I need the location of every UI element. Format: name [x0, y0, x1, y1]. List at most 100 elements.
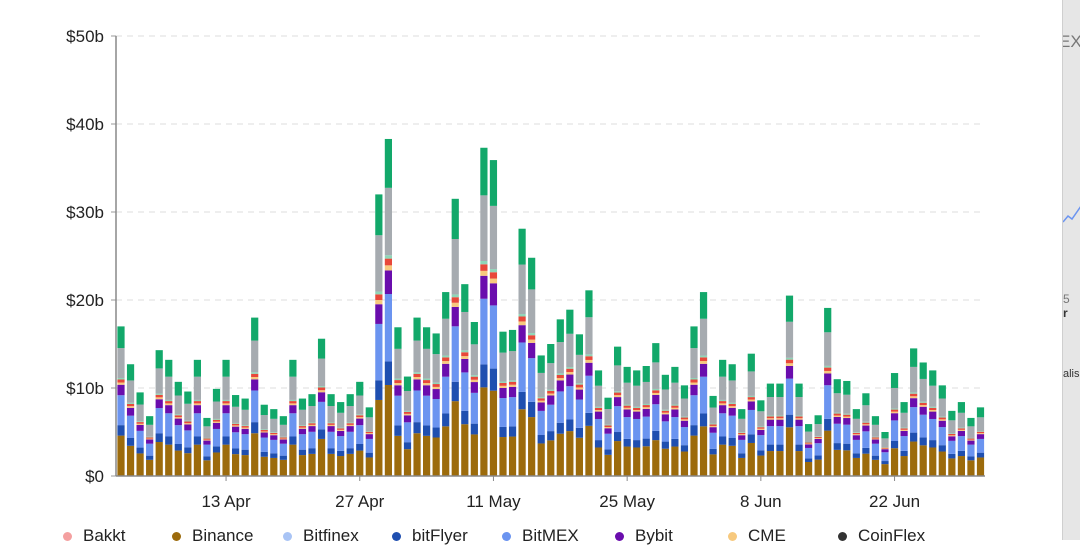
- bar-segment-series-5: [537, 398, 545, 401]
- bar-segment-series-7: [317, 358, 326, 387]
- bar-segment-binance: [241, 455, 249, 476]
- bar-segment-series-8: [728, 364, 736, 381]
- bar-segment-series-5: [642, 405, 650, 408]
- legend-item-binance[interactable]: Binance: [172, 526, 253, 546]
- bar-segment-bybit: [852, 435, 860, 440]
- bar-segment-series-7: [423, 348, 431, 379]
- bar-segment-series-6: [556, 373, 564, 375]
- bar-segment-series-7: [824, 332, 832, 366]
- bar-segment-series-6: [461, 350, 469, 353]
- bar-segment-series-8: [184, 391, 192, 404]
- bar-segment-series-5: [709, 424, 717, 426]
- legend-item-cme[interactable]: CME: [728, 526, 786, 546]
- bar-segment-binance: [776, 451, 784, 476]
- bar-segment-series-8: [212, 388, 221, 402]
- bar-segment-series-7: [814, 424, 822, 437]
- bar-segment-cme: [126, 406, 135, 408]
- bar-segment-bitflyer: [795, 444, 803, 452]
- bar-segment-series-7: [805, 431, 813, 442]
- bar-segment-binance: [508, 436, 517, 476]
- bar-segment-bybit: [241, 428, 249, 435]
- bar-segment-binance: [279, 459, 287, 476]
- bar-segment-series-6: [136, 421, 144, 423]
- bar-segment-series-5: [394, 380, 402, 384]
- bar-segment-series-7: [795, 396, 803, 416]
- legend-item-bitfinex[interactable]: Bitfinex: [283, 526, 359, 546]
- bar-segment-bitflyer: [881, 461, 889, 465]
- bar-segment-series-7: [709, 407, 717, 424]
- legend-item-bakkt[interactable]: Bakkt: [63, 526, 126, 546]
- bar-segment-series-7: [728, 380, 736, 403]
- bar-segment-series-5: [614, 392, 622, 396]
- bar-segment-series-5: [146, 437, 154, 439]
- bar-segment-cme: [308, 424, 316, 427]
- bar-segment-series-8: [518, 228, 526, 265]
- bar-segment-series-7: [489, 205, 498, 270]
- bar-segment-bybit: [193, 405, 201, 414]
- bar-segment-series-8: [661, 374, 669, 390]
- bar-segment-series-5: [862, 422, 870, 425]
- bar-segment-cme: [919, 405, 927, 407]
- bar-segment-series-6: [699, 355, 708, 358]
- bar-segment-bitflyer: [174, 443, 182, 451]
- bar-segment-bitmex: [203, 444, 211, 457]
- bar-segment-bitmex: [174, 425, 182, 444]
- bar-segment-series-7: [365, 417, 373, 432]
- bar-segment-series-7: [757, 411, 765, 427]
- bar-segment-bitflyer: [193, 436, 201, 445]
- legend-item-bitflyer[interactable]: bitFlyer: [392, 526, 468, 546]
- legend-item-bybit[interactable]: Bybit: [615, 526, 673, 546]
- bar-segment-binance: [174, 450, 182, 476]
- bar-segment-cme: [270, 434, 278, 436]
- bar-segment-series-5: [957, 428, 965, 430]
- bar-segment-bitflyer: [805, 458, 813, 462]
- bar-segment-series-8: [251, 317, 259, 341]
- bar-segment-series-5: [795, 416, 803, 419]
- bar-segment-bybit: [232, 426, 240, 433]
- bar-segment-series-6: [423, 378, 431, 381]
- bar-segment-bitmex: [117, 395, 125, 426]
- bar-segment-bitmex: [910, 407, 918, 433]
- bar-segment-series-8: [356, 381, 364, 396]
- bar-segment-series-5: [661, 410, 669, 413]
- bar-segment-series-8: [633, 370, 641, 386]
- bar-segment-bitmex: [976, 438, 985, 453]
- bar-segment-series-8: [146, 416, 154, 425]
- bar-segment-series-5: [232, 423, 240, 426]
- bar-segment-bybit: [566, 374, 574, 387]
- bar-segment-series-6: [289, 399, 297, 402]
- bar-segment-bitflyer: [728, 438, 736, 446]
- bar-segment-binance: [184, 453, 192, 476]
- bar-segment-series-8: [604, 397, 612, 410]
- bar-segment-bitflyer: [776, 444, 784, 452]
- bar-segment-series-7: [298, 409, 307, 426]
- bar-segment-series-8: [890, 373, 899, 388]
- bar-segment-series-6: [938, 416, 946, 418]
- bar-segment-series-5: [919, 402, 927, 406]
- bar-segment-series-5: [833, 413, 841, 416]
- bar-segment-series-5: [260, 430, 268, 432]
- bar-segment-bitflyer: [461, 410, 469, 425]
- bar-segment-bitmex: [957, 436, 965, 451]
- bar-segment-bybit: [776, 419, 784, 427]
- bar-segment-series-6: [298, 425, 307, 427]
- bar-segment-bitflyer: [680, 445, 689, 452]
- bar-segment-bitflyer: [957, 450, 965, 457]
- bar-segment-bybit: [489, 283, 498, 306]
- bar-segment-series-5: [480, 264, 488, 271]
- bar-segment-bybit: [184, 424, 192, 431]
- bar-segment-series-8: [174, 381, 182, 396]
- bar-segment-cme: [661, 412, 669, 415]
- bar-segment-binance: [623, 446, 631, 476]
- bar-segment-cme: [241, 427, 249, 429]
- bar-segment-cme: [900, 429, 908, 431]
- bar-segment-series-6: [537, 397, 545, 399]
- bar-segment-bitflyer: [852, 453, 860, 458]
- bar-segment-series-6: [193, 399, 201, 402]
- bar-segment-bitmex: [566, 386, 574, 420]
- legend-item-coinflex[interactable]: CoinFlex: [838, 526, 925, 546]
- bar-segment-cme: [489, 278, 498, 284]
- legend-item-bitmex[interactable]: BitMEX: [502, 526, 579, 546]
- bar-segment-bitmex: [852, 439, 860, 454]
- bar-segment-bitflyer: [384, 361, 392, 385]
